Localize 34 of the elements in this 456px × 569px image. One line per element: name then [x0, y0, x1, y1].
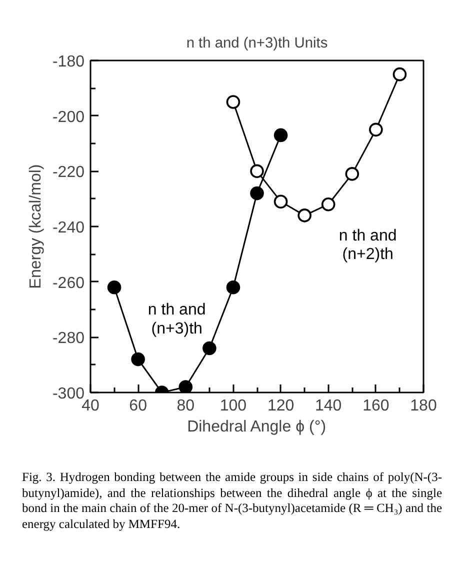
point: [274, 128, 288, 142]
point: [298, 208, 312, 222]
point: [226, 280, 240, 294]
point: [226, 95, 240, 109]
x-tick-label: 120: [267, 398, 294, 414]
point: [202, 341, 216, 356]
x-tick-label: 140: [315, 398, 342, 414]
y-axis-title: Energy (kcal/mol): [27, 164, 44, 289]
chart-title: n th and (n+3)th Units: [186, 36, 328, 52]
x-axis-title: Dihedral Angle ϕ (°): [187, 418, 326, 436]
series-label: n th and (n+2)th: [338, 227, 397, 264]
point: [250, 186, 264, 200]
y-tick-label: -180: [52, 54, 85, 70]
x-tick-label: 180: [410, 398, 437, 414]
point: [274, 194, 288, 208]
point: [178, 380, 193, 392]
x-tick-label: 100: [220, 398, 247, 414]
point: [107, 280, 122, 294]
point: [369, 122, 383, 137]
point: [321, 197, 336, 212]
y-tick-label: -240: [52, 220, 85, 236]
point: [345, 167, 360, 181]
series-label: n th and (n+3)th: [148, 302, 206, 338]
point: [392, 67, 407, 82]
x-tick-label: 60: [129, 398, 148, 414]
y-tick-label: -280: [52, 330, 85, 348]
point: [250, 164, 264, 178]
x-tick-label: 160: [362, 398, 390, 414]
y-tick-label: -260: [52, 274, 85, 292]
x-tick-label: 80: [176, 398, 195, 414]
caption: Fig. 3. Hydrogen bonding between the amide groups in side chains of poly(N-(3-butynyl)amide), and the relationships between the dihedral angle ϕ at the single bond in the main chain of the 20-mer of N-(3-butynyl)acetamide (R ═ CH₃) and the energy calculated by MMFF94.: [22, 470, 442, 532]
y-tick-label: -220: [52, 164, 85, 182]
point: [131, 352, 145, 366]
y-tick-label: -200: [52, 108, 85, 126]
